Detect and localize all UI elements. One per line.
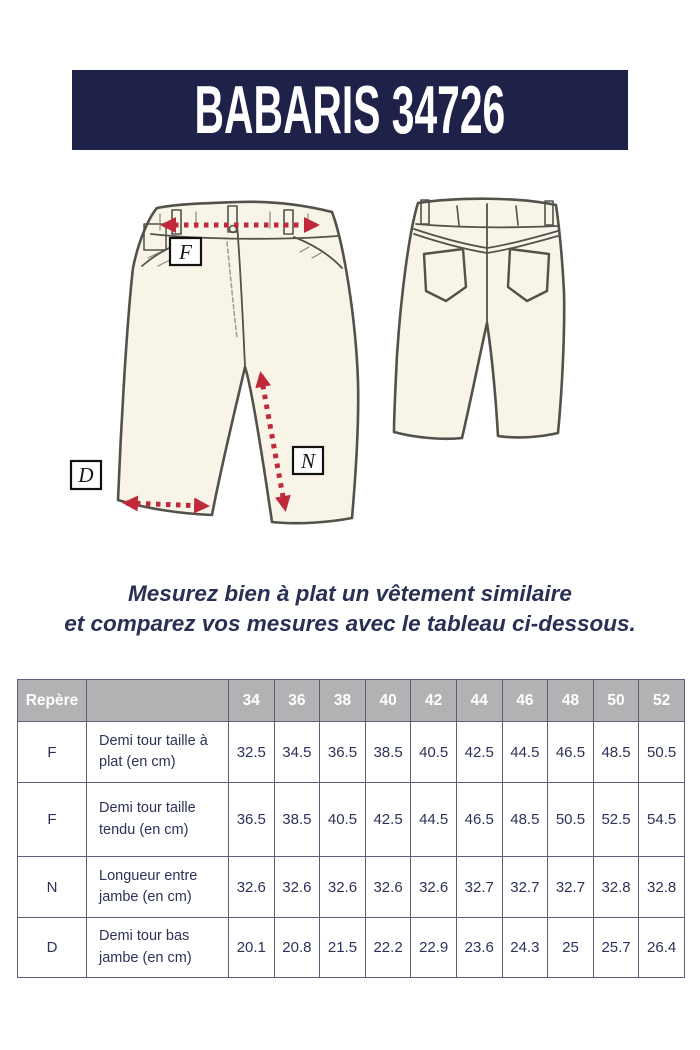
measure-value-cell: 20.8 (273, 917, 321, 978)
size-table: Repère 34 36 38 40 42 44 46 48 50 52 F Demi tour t… (17, 679, 685, 978)
measure-value-cell: 22.2 (364, 917, 412, 978)
measure-row: F Demi tour taille à plat (en cm) 32.5 34.5… (17, 721, 685, 783)
measure-value-cell: 38.5 (364, 721, 412, 783)
header-row: Repère 34 36 38 40 42 44 46 48 50 52 (17, 679, 685, 722)
back-pocket-left (422, 247, 468, 303)
hem-arrow-d (122, 495, 210, 514)
measure-label-cell: Demi tour taille à plat (en cm) (86, 721, 229, 783)
measure-value-cell: 52.5 (592, 782, 640, 857)
measure-value-cell: 34.5 (273, 721, 321, 783)
size-header-cell: 44 (455, 679, 503, 722)
measure-value-cell: 38.5 (273, 782, 321, 857)
measure-value-cell: 25 (547, 917, 594, 978)
measure-row: N Longueur entre jambe (en cm) 32.6 32.6 32.… (17, 856, 685, 918)
measure-value-cell: 23.6 (455, 917, 503, 978)
instruction-line-1: Mesurez bien à plat un vêtement similair… (128, 581, 572, 606)
measure-value-cell: 32.8 (638, 856, 685, 918)
back-view-sketch (392, 197, 566, 441)
measure-value-cell: 50.5 (547, 782, 594, 857)
measure-value-cell: 25.7 (592, 917, 640, 978)
measure-value-cell: 46.5 (547, 721, 594, 783)
measure-value-cell: 32.7 (501, 856, 549, 918)
measure-code-cell: N (17, 856, 87, 918)
measure-label-cell: Demi tour taille tendu (en cm) (86, 782, 229, 857)
measure-value-cell: 46.5 (455, 782, 503, 857)
size-header-cell: 36 (273, 679, 321, 722)
size-header-cell: 40 (364, 679, 412, 722)
measure-value-cell: 26.4 (638, 917, 685, 978)
measure-value-cell: 32.7 (455, 856, 503, 918)
measure-value-cell: 44.5 (410, 782, 457, 857)
measure-value-cell: 48.5 (592, 721, 640, 783)
instruction-line-2: et comparez vos mesures avec le tableau … (64, 610, 636, 636)
measure-code-cell: F (17, 721, 87, 783)
measure-value-cell: 24.3 (501, 917, 549, 978)
measure-value-cell: 42.5 (364, 782, 412, 857)
measure-value-cell: 32.8 (592, 856, 640, 918)
measure-value-cell: 40.5 (410, 721, 457, 783)
size-header-cell: 46 (501, 679, 549, 722)
measure-value-cell: 21.5 (319, 917, 366, 978)
size-table-body: F Demi tour taille à plat (en cm) 32.5 34.5… (17, 721, 685, 978)
measure-label-f: F (178, 240, 192, 264)
measure-value-cell: 32.6 (410, 856, 457, 918)
measure-row: F Demi tour taille tendu (en cm) 36.5 38.5 4… (17, 782, 685, 857)
measure-value-cell: 32.7 (547, 856, 594, 918)
back-pocket-right (506, 247, 551, 303)
measure-value-cell: 54.5 (638, 782, 685, 857)
measure-value-cell: 50.5 (638, 721, 685, 783)
measure-value-cell: 48.5 (501, 782, 549, 857)
measure-value-cell: 42.5 (455, 721, 503, 783)
measure-value-cell: 32.6 (364, 856, 412, 918)
page-title: BABARIS 34726 (194, 72, 506, 148)
measure-value-cell: 32.6 (228, 856, 275, 918)
size-header-cell: 34 (228, 679, 275, 722)
measure-value-cell: 22.9 (410, 917, 457, 978)
size-header-cell: 42 (410, 679, 457, 722)
measure-value-cell: 32.5 (228, 721, 275, 783)
measure-value-cell: 44.5 (501, 721, 549, 783)
size-table-header: Repère 34 36 38 40 42 44 46 48 50 52 (17, 679, 685, 722)
measure-label-boxes: F N D (69, 236, 325, 491)
measure-code-cell: D (17, 917, 87, 978)
size-header-cell: 48 (547, 679, 594, 722)
inseam-arrow-n (255, 371, 291, 512)
garment-diagram: F N D (69, 197, 566, 525)
title-banner: BABARIS 34726 (72, 70, 628, 150)
measurement-arrows (122, 216, 321, 514)
corner-header-cell: Repère (17, 679, 87, 722)
measure-label-d: D (77, 463, 93, 487)
description-header-cell (86, 679, 229, 722)
measure-label-n: N (300, 449, 316, 473)
measure-value-cell: 32.6 (319, 856, 366, 918)
instruction-text: Mesurez bien à plat un vêtement similair… (0, 579, 700, 638)
size-header-cell: 50 (592, 679, 640, 722)
measure-label-cell: Demi tour bas jambe (en cm) (86, 917, 229, 978)
measure-row: D Demi tour bas jambe (en cm) 20.1 20.8 21.5… (17, 917, 685, 978)
measure-value-cell: 32.6 (273, 856, 321, 918)
back-outline (392, 197, 566, 441)
measure-label-cell: Longueur entre jambe (en cm) (86, 856, 229, 918)
measure-value-cell: 36.5 (319, 721, 366, 783)
size-header-cell: 38 (319, 679, 366, 722)
measure-value-cell: 36.5 (228, 782, 275, 857)
measure-value-cell: 20.1 (228, 917, 275, 978)
size-header-cell: 52 (638, 679, 685, 722)
measure-value-cell: 40.5 (319, 782, 366, 857)
measure-code-cell: F (17, 782, 87, 857)
